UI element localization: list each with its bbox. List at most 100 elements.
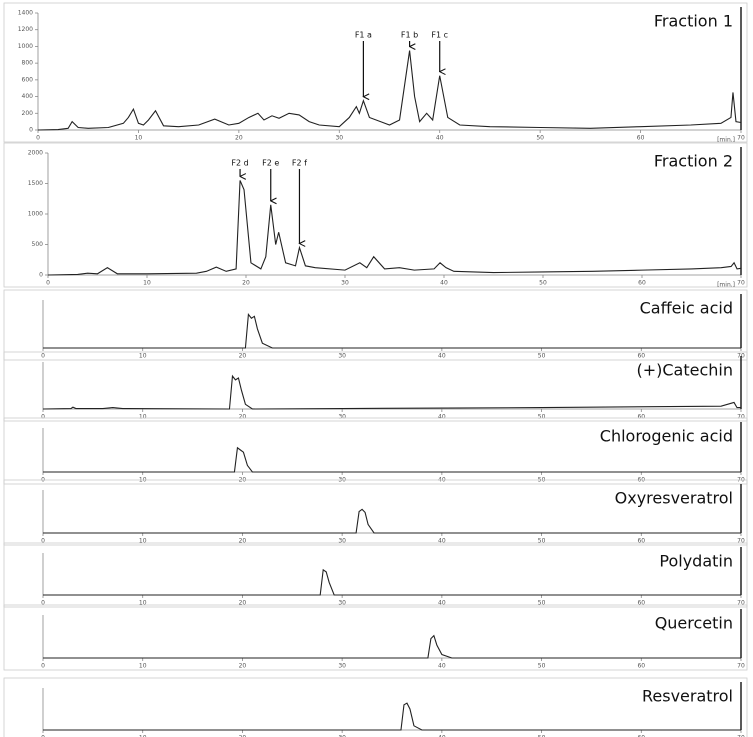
x-tick-label: 50 <box>538 538 546 545</box>
panel-title: Fraction 2 <box>654 152 733 171</box>
y-tick-label: 0 <box>29 127 33 134</box>
x-tick-label: 30 <box>341 280 349 287</box>
trace <box>47 180 742 276</box>
x-tick-label: 20 <box>239 353 247 360</box>
x-tick-label: 50 <box>538 353 546 360</box>
panel-frame <box>3 604 748 671</box>
panel-frame <box>3 2 748 143</box>
x-tick-label: 20 <box>239 414 247 421</box>
y-tick-label: 1000 <box>28 211 43 218</box>
panel-title: Fraction 1 <box>654 12 733 31</box>
x-tick-label: 20 <box>239 538 247 545</box>
panel-frame <box>3 417 748 485</box>
x-tick-label: 0 <box>41 735 45 737</box>
x-tick-label: 10 <box>139 735 147 737</box>
y-tick-label: 1400 <box>18 10 33 17</box>
trace <box>37 50 742 131</box>
y-tick-label: 1500 <box>28 180 43 187</box>
x-tick-label: 50 <box>538 735 546 737</box>
annotation-label: F2 f <box>292 159 307 168</box>
x-tick-label: 0 <box>41 538 45 545</box>
x-axis-label: [min.] <box>717 137 735 144</box>
x-tick-label: 10 <box>135 135 143 142</box>
annotation-label: F1 b <box>401 31 418 40</box>
y-tick-label: 2000 <box>28 150 43 157</box>
panel-title: Resveratrol <box>642 687 733 706</box>
panel-frame <box>3 542 748 608</box>
panel-frame <box>3 289 748 361</box>
trace <box>43 508 741 534</box>
x-tick-label: 40 <box>438 538 446 545</box>
panel-title: Polydatin <box>659 552 733 571</box>
x-tick-label: 70 <box>737 538 745 545</box>
x-tick-label: 10 <box>139 538 147 545</box>
x-tick-label: 50 <box>538 663 546 670</box>
annotation-label: F1 c <box>431 31 448 40</box>
x-tick-label: 70 <box>737 414 745 421</box>
panel-frame <box>3 677 748 737</box>
x-tick-label: 40 <box>438 735 446 737</box>
x-tick-label: 30 <box>338 353 346 360</box>
x-tick-label: 70 <box>737 135 745 142</box>
x-tick-label: 60 <box>637 735 645 737</box>
x-tick-label: 30 <box>338 663 346 670</box>
y-tick-label: 800 <box>22 60 34 67</box>
x-tick-label: 20 <box>239 663 247 670</box>
x-tick-label: 20 <box>242 280 250 287</box>
trace <box>43 312 741 349</box>
x-tick-label: 60 <box>637 600 645 607</box>
x-tick-label: 30 <box>338 538 346 545</box>
annotation-label: F2 e <box>262 159 279 168</box>
panel-title: (+)Catechin <box>636 361 733 380</box>
x-tick-label: 60 <box>638 280 646 287</box>
x-tick-label: 40 <box>438 353 446 360</box>
x-tick-label: 10 <box>139 414 147 421</box>
x-tick-label: 50 <box>536 135 544 142</box>
x-tick-label: 50 <box>539 280 547 287</box>
panel-frame <box>3 351 748 422</box>
x-tick-label: 40 <box>436 135 444 142</box>
x-axis-label: [min.] <box>717 282 735 289</box>
x-tick-label: 50 <box>538 600 546 607</box>
x-tick-label: 10 <box>139 600 147 607</box>
y-tick-label: 1000 <box>18 43 33 50</box>
x-tick-label: 60 <box>637 538 645 545</box>
y-tick-label: 1200 <box>18 26 33 33</box>
x-tick-label: 70 <box>737 735 745 737</box>
panel-frame <box>3 142 748 288</box>
x-tick-label: 60 <box>637 353 645 360</box>
y-tick-label: 0 <box>39 272 43 279</box>
x-tick-label: 20 <box>239 735 247 737</box>
x-tick-label: 10 <box>139 663 147 670</box>
x-tick-label: 40 <box>440 280 448 287</box>
x-tick-label: 40 <box>438 414 446 421</box>
x-tick-label: 20 <box>235 135 243 142</box>
x-tick-label: 0 <box>41 600 45 607</box>
x-tick-label: 60 <box>637 414 645 421</box>
x-tick-label: 0 <box>46 280 50 287</box>
x-tick-label: 70 <box>737 663 745 670</box>
x-tick-label: 30 <box>338 735 346 737</box>
annotation-label: F2 d <box>231 159 248 168</box>
x-tick-label: 0 <box>36 135 40 142</box>
x-tick-label: 70 <box>737 280 745 287</box>
trace <box>42 374 741 410</box>
panel-title: Caffeic acid <box>640 299 733 318</box>
x-tick-label: 60 <box>637 663 645 670</box>
x-tick-label: 10 <box>143 280 151 287</box>
x-tick-label: 10 <box>139 353 147 360</box>
x-tick-label: 70 <box>737 600 745 607</box>
trace <box>43 568 741 596</box>
y-tick-label: 600 <box>22 76 34 83</box>
x-tick-label: 20 <box>239 600 247 607</box>
x-tick-label: 0 <box>41 353 45 360</box>
x-tick-label: 0 <box>41 414 45 421</box>
panel-title: Oxyresveratrol <box>615 489 733 508</box>
trace <box>43 634 741 659</box>
x-tick-label: 30 <box>338 414 346 421</box>
panel-frame <box>3 479 748 546</box>
x-tick-label: 30 <box>338 600 346 607</box>
panel-title: Quercetin <box>655 614 733 633</box>
x-tick-label: 50 <box>538 414 546 421</box>
